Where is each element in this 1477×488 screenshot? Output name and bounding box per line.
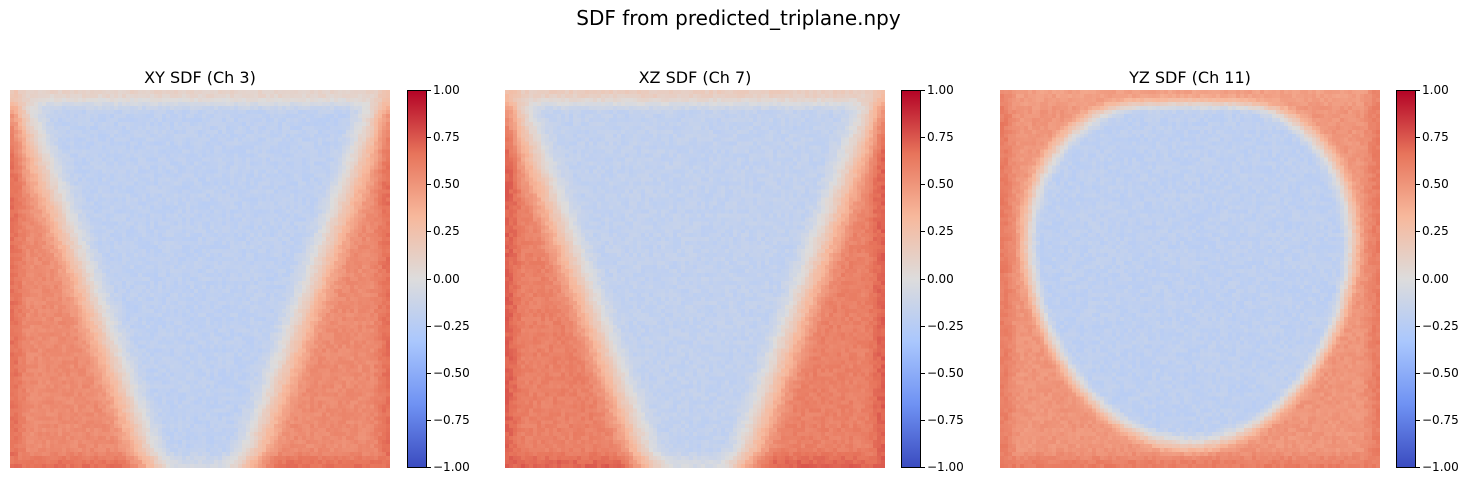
colorbar-tick-mark — [1416, 373, 1420, 374]
colorbar-tick-label: 0.50 — [433, 177, 460, 191]
colorbar-tick-mark — [427, 420, 431, 421]
colorbar-tick-mark — [921, 231, 925, 232]
colorbar-tick-label: −0.25 — [927, 319, 964, 333]
colorbar-tick-mark — [427, 231, 431, 232]
colorbar-tick-mark — [427, 137, 431, 138]
colorbar-tick-mark — [1416, 184, 1420, 185]
colorbar-tick-label: −0.25 — [1422, 319, 1459, 333]
colorbar-tick-label: 0.25 — [927, 224, 954, 238]
colorbar-tick-label: −0.75 — [1422, 413, 1459, 427]
panel-title-xy: XY SDF (Ch 3) — [144, 68, 256, 87]
colorbar-tick-mark — [1416, 137, 1420, 138]
colorbar-tick-label: 0.75 — [1422, 130, 1449, 144]
colorbar-tick-label: −1.00 — [927, 460, 964, 474]
colorbar-tick-mark — [1416, 326, 1420, 327]
colorbar-tick-label: 0.75 — [927, 130, 954, 144]
colorbar-xy — [407, 90, 427, 468]
colorbar-tick-label: 0.25 — [433, 224, 460, 238]
colorbar-tick-label: 0.00 — [927, 272, 954, 286]
figure-title: SDF from predicted_triplane.npy — [576, 6, 901, 30]
colorbar-tick-mark — [427, 467, 431, 468]
colorbar-tick-label: 0.50 — [927, 177, 954, 191]
panel-title-xz: XZ SDF (Ch 7) — [638, 68, 752, 87]
colorbar-tick-mark — [427, 184, 431, 185]
colorbar-tick-label: 1.00 — [927, 83, 954, 97]
colorbar-tick-mark — [921, 279, 925, 280]
colorbar-tick-mark — [921, 467, 925, 468]
colorbar-tick-mark — [1416, 90, 1420, 91]
colorbar-tick-label: 0.00 — [1422, 272, 1449, 286]
colorbar-tick-mark — [921, 90, 925, 91]
colorbar-tick-label: 0.00 — [433, 272, 460, 286]
colorbar-tick-mark — [921, 137, 925, 138]
colorbar-yz — [1396, 90, 1416, 468]
colorbar-tick-mark — [921, 420, 925, 421]
colorbar-tick-mark — [1416, 420, 1420, 421]
colorbar-tick-label: 0.50 — [1422, 177, 1449, 191]
heatmap-yz — [1000, 90, 1380, 468]
colorbar-tick-mark — [921, 373, 925, 374]
colorbar-tick-label: −0.50 — [1422, 366, 1459, 380]
colorbar-xz — [901, 90, 921, 468]
colorbar-tick-mark — [427, 326, 431, 327]
colorbar-tick-label: 1.00 — [1422, 83, 1449, 97]
colorbar-tick-mark — [921, 184, 925, 185]
colorbar-tick-label: −0.75 — [433, 413, 470, 427]
colorbar-tick-mark — [1416, 279, 1420, 280]
panel-title-yz: YZ SDF (Ch 11) — [1129, 68, 1251, 87]
colorbar-tick-label: −0.25 — [433, 319, 470, 333]
colorbar-tick-label: −1.00 — [433, 460, 470, 474]
heatmap-xz — [505, 90, 885, 468]
colorbar-tick-mark — [921, 326, 925, 327]
colorbar-tick-label: 0.25 — [1422, 224, 1449, 238]
heatmap-xy — [10, 90, 390, 468]
colorbar-tick-label: −1.00 — [1422, 460, 1459, 474]
colorbar-tick-mark — [1416, 467, 1420, 468]
colorbar-tick-label: 0.75 — [433, 130, 460, 144]
colorbar-tick-mark — [427, 373, 431, 374]
colorbar-tick-mark — [1416, 231, 1420, 232]
colorbar-tick-label: −0.50 — [927, 366, 964, 380]
colorbar-tick-mark — [427, 279, 431, 280]
colorbar-tick-label: 1.00 — [433, 83, 460, 97]
colorbar-tick-mark — [427, 90, 431, 91]
colorbar-tick-label: −0.75 — [927, 413, 964, 427]
colorbar-tick-label: −0.50 — [433, 366, 470, 380]
